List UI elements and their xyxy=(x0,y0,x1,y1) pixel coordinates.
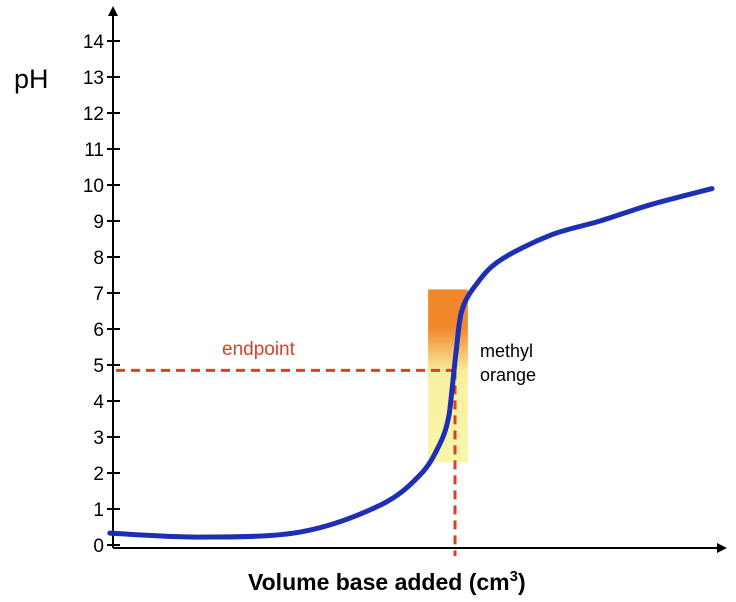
x-axis-label: Volume base added (cm3) xyxy=(248,568,526,595)
y-axis-label: pH xyxy=(14,64,49,94)
y-tick-label: 3 xyxy=(93,428,104,449)
y-tick-label: 0 xyxy=(93,536,104,557)
y-tick-label: 13 xyxy=(83,68,104,89)
indicator-label-line1: methyl xyxy=(480,341,533,361)
y-tick-label: 12 xyxy=(83,104,104,125)
y-tick-label: 4 xyxy=(93,392,104,413)
axes xyxy=(108,6,727,553)
endpoint-label: endpoint xyxy=(222,339,296,360)
y-tick-label: 2 xyxy=(93,464,104,485)
y-tick-label: 6 xyxy=(93,320,104,341)
y-tick-label: 14 xyxy=(83,32,105,53)
y-tick-label: 10 xyxy=(83,176,104,197)
y-axis-arrow xyxy=(108,6,118,16)
y-tick-label: 7 xyxy=(93,284,104,305)
indicator-label-line2: orange xyxy=(480,365,536,385)
y-tick-label: 8 xyxy=(93,248,104,269)
titration-curve xyxy=(107,186,715,540)
y-tick-label: 11 xyxy=(84,140,104,161)
y-tick-label: 9 xyxy=(93,212,104,233)
y-tick-label: 1 xyxy=(93,500,104,521)
x-axis-arrow xyxy=(717,543,727,553)
y-tick-label: 5 xyxy=(93,356,104,377)
